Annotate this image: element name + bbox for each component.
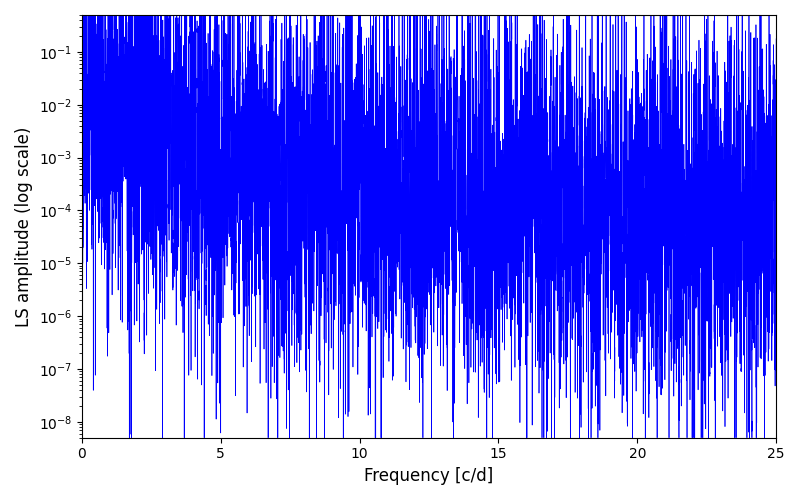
Y-axis label: LS amplitude (log scale): LS amplitude (log scale) <box>15 126 33 326</box>
X-axis label: Frequency [c/d]: Frequency [c/d] <box>364 467 494 485</box>
